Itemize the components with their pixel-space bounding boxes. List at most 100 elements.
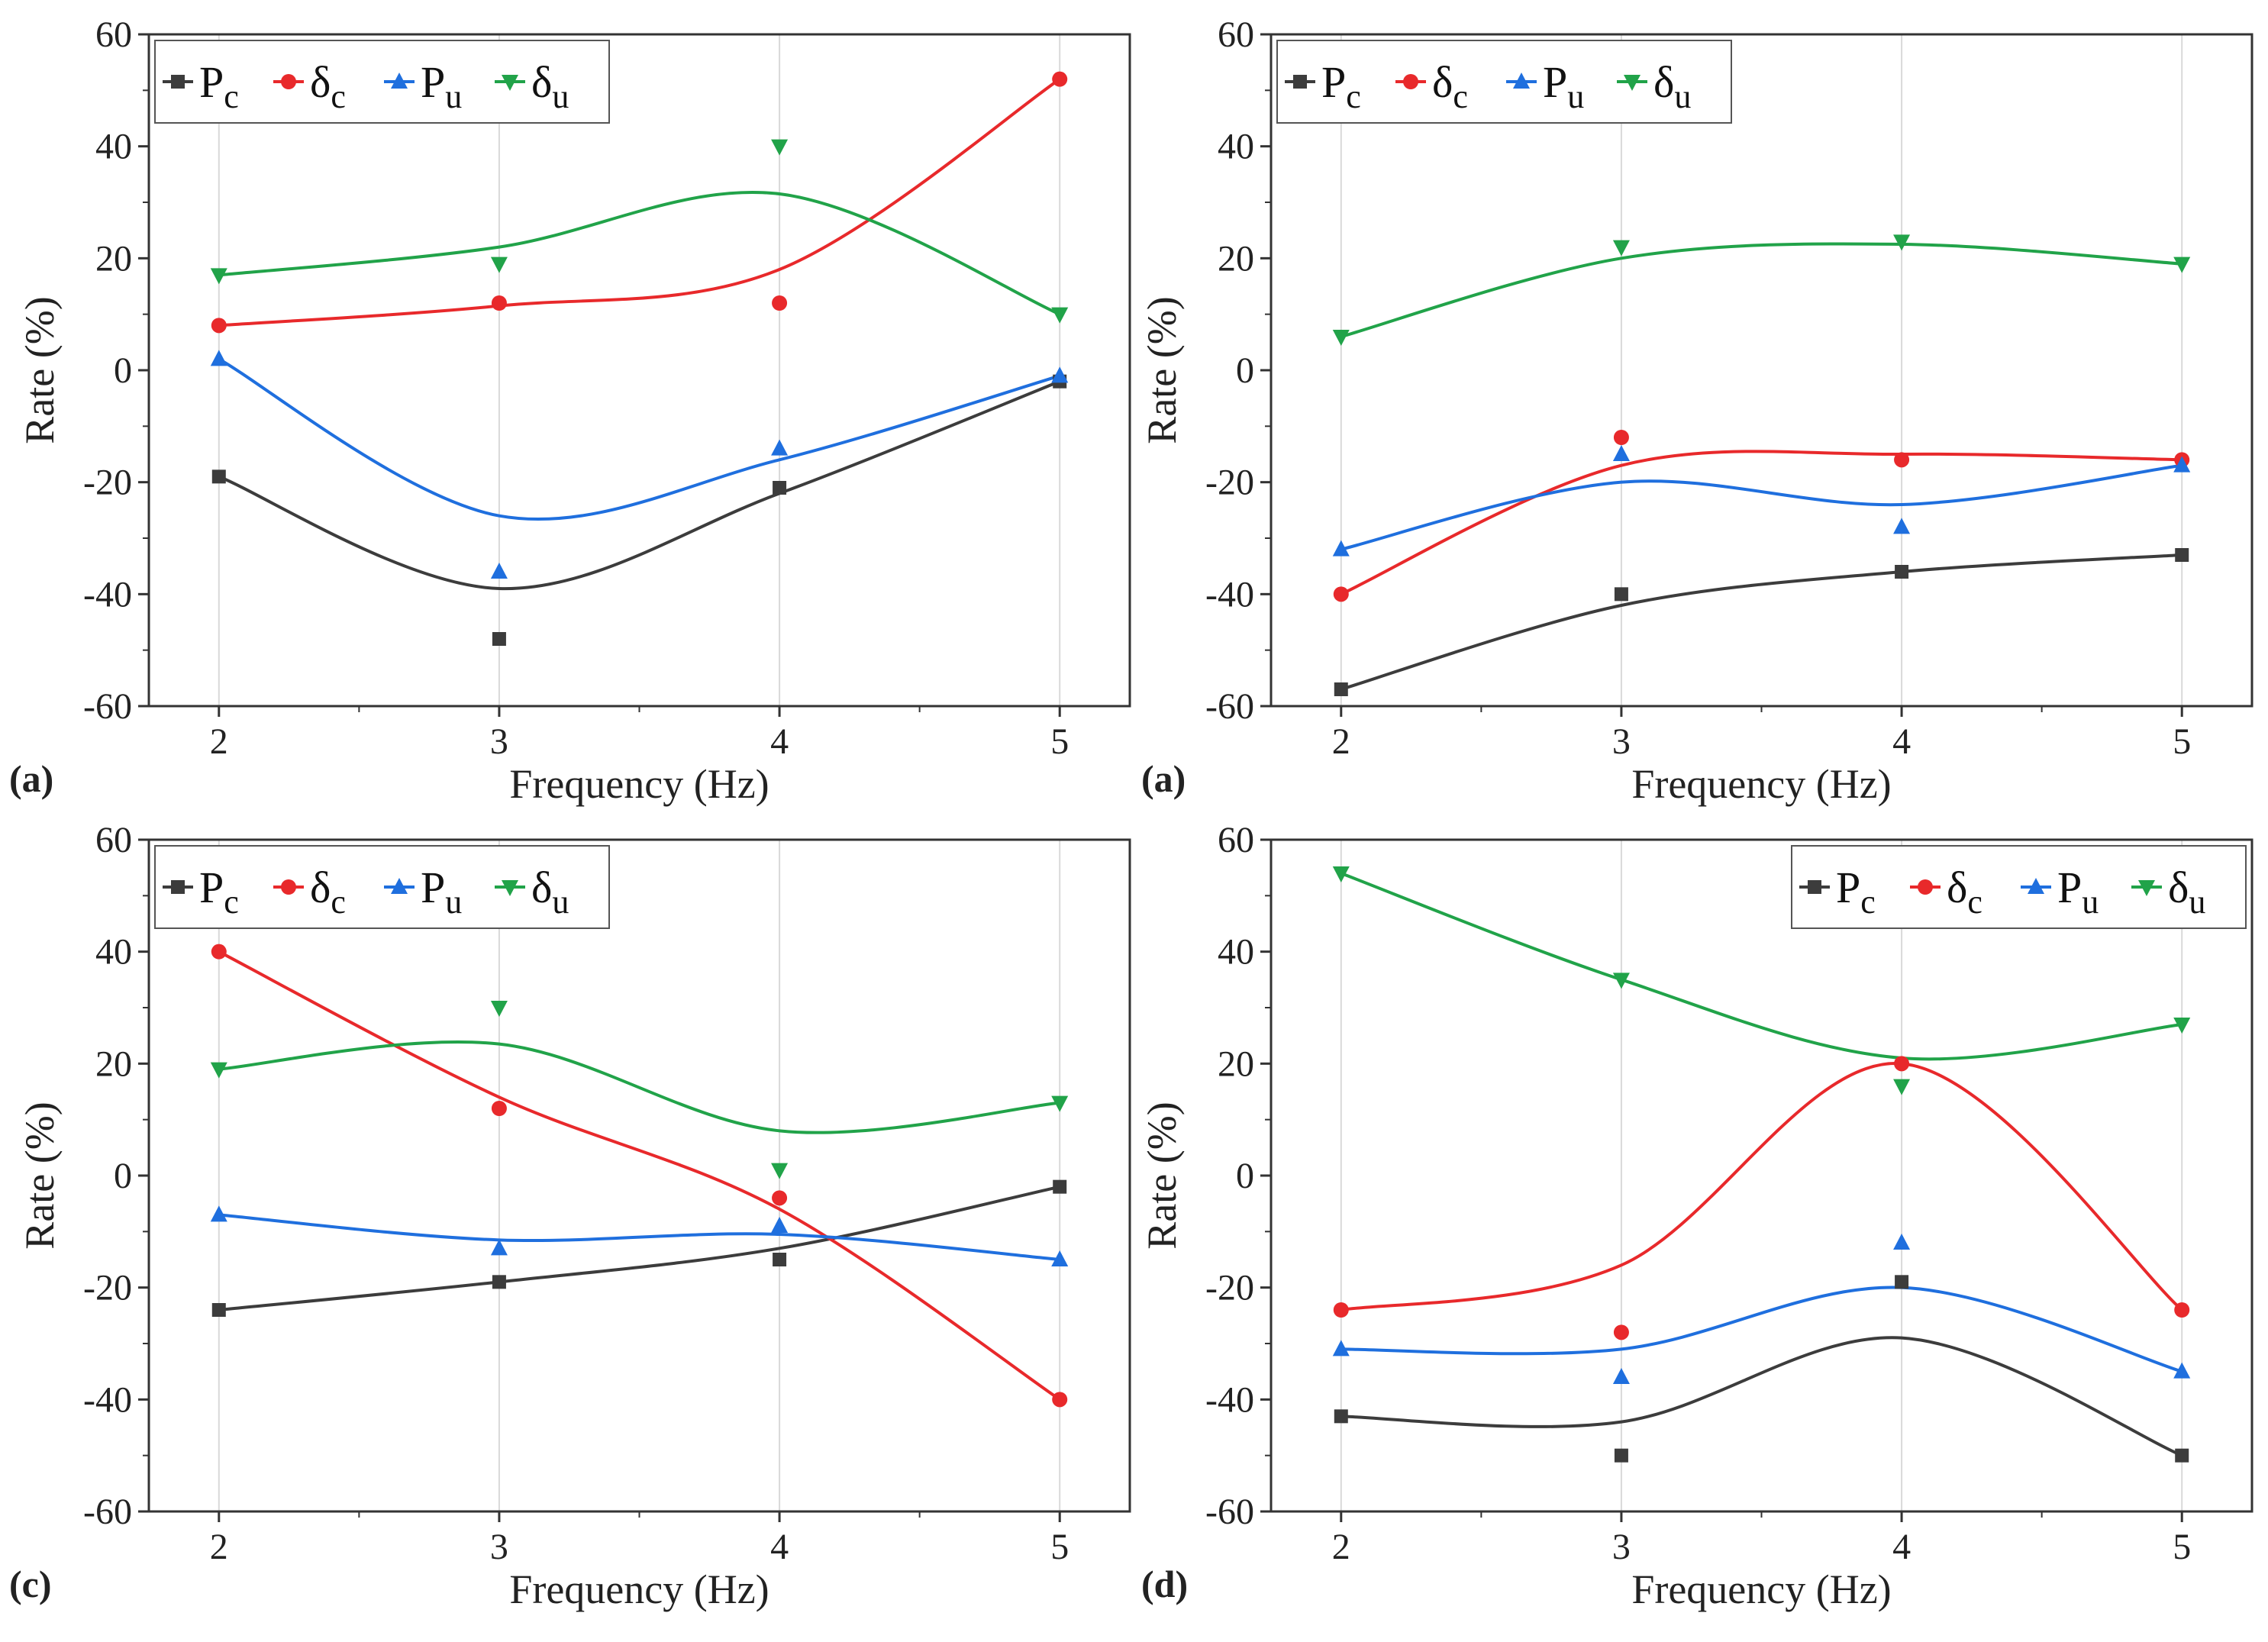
legend-label-Pc: Pc <box>199 57 239 115</box>
series-line-du <box>1340 242 2183 338</box>
series-line-du <box>218 190 1061 316</box>
data-point-du <box>210 1062 227 1079</box>
data-point-Pc <box>1614 587 1628 602</box>
y-tick-label: 20 <box>95 238 132 279</box>
series-line-Pu <box>1340 1286 2183 1373</box>
x-axis-label: Frequency (Hz) <box>509 1566 769 1612</box>
data-point-du <box>1893 234 1911 251</box>
data-point-Pu <box>210 350 227 366</box>
panel-label: (a) <box>1141 757 1186 800</box>
data-point-Pc <box>1334 682 1348 696</box>
legend-marker-du <box>502 75 518 91</box>
data-point-du <box>771 139 789 156</box>
y-tick-label: -40 <box>1205 1379 1254 1420</box>
x-axis-label: Frequency (Hz) <box>1631 1566 1891 1612</box>
plot-frame <box>1269 33 2253 708</box>
x-tick-label: 4 <box>1892 721 1911 762</box>
data-point-dc <box>1052 1392 1068 1408</box>
series-line-Pu <box>1340 463 2183 551</box>
y-tick-label: -20 <box>83 1268 132 1308</box>
y-tick-label: 40 <box>1218 932 1254 973</box>
data-point-dc <box>211 318 227 334</box>
legend-marker-dc <box>1403 74 1418 89</box>
series-line-dc <box>1340 1062 2183 1311</box>
data-point-dc <box>1613 1324 1629 1340</box>
panel-label: (a) <box>9 757 53 800</box>
data-point-dc <box>2174 1302 2190 1318</box>
data-point-Pc <box>492 632 506 646</box>
x-tick-label: 5 <box>1050 721 1069 762</box>
y-tick-label: -60 <box>1205 1492 1254 1532</box>
data-point-Pu <box>1893 518 1911 534</box>
legend-marker-Pu <box>391 878 408 894</box>
legend-box <box>154 845 610 929</box>
data-point-dc <box>772 295 788 311</box>
y-tick-label: 0 <box>1236 1156 1254 1196</box>
y-tick-label: 0 <box>1236 350 1254 391</box>
plot-frame <box>147 838 1131 1513</box>
x-tick-label: 2 <box>210 1527 228 1567</box>
y-tick-label: 0 <box>114 350 132 391</box>
data-point-Pc <box>492 1275 506 1289</box>
y-tick-label: 20 <box>1218 238 1254 279</box>
data-point-Pc <box>2175 1448 2189 1463</box>
x-tick-label: 5 <box>2173 1527 2191 1567</box>
data-point-Pu <box>771 439 789 456</box>
legend-box <box>1791 845 2247 929</box>
chart-panel-2: 2 3 4 5 60 40 20 0 -20 -40 -60 Frequency (Hz) Rate… <box>1139 15 2253 807</box>
y-tick-label: 60 <box>95 15 132 55</box>
legend-box <box>1276 40 1732 124</box>
data-point-Pc <box>1053 1179 1067 1194</box>
data-point-Pu <box>2173 1362 2191 1379</box>
y-tick-label: -20 <box>1205 463 1254 503</box>
series-line-Pu <box>218 1213 1060 1261</box>
data-point-du <box>490 1001 508 1017</box>
y-axis-label: Rate (%) <box>17 1102 63 1249</box>
data-point-Pc <box>1895 565 1909 579</box>
x-tick-label: 3 <box>490 721 508 762</box>
y-tick-label: -40 <box>83 1379 132 1420</box>
chart-panel-4: 2 3 4 5 60 40 20 0 -20 -40 -60 Frequency (Hz) Rate… <box>1139 820 2253 1612</box>
y-axis-label: Rate (%) <box>1139 296 1185 444</box>
y-tick-label: -40 <box>1205 574 1254 615</box>
data-point-Pu <box>490 1239 508 1256</box>
y-tick-label: 40 <box>1218 127 1254 167</box>
data-point-dc <box>1613 430 1629 445</box>
x-tick-label: 4 <box>770 721 789 762</box>
data-point-Pc <box>1334 1409 1348 1424</box>
legend: Pc δc Pu δu <box>154 40 610 124</box>
y-tick-label: -60 <box>83 1492 132 1532</box>
y-axis-label: Rate (%) <box>17 296 63 444</box>
data-point-Pc <box>773 481 787 495</box>
y-tick-label: 40 <box>95 932 132 973</box>
data-point-du <box>771 1163 789 1179</box>
data-point-du <box>1612 240 1630 256</box>
data-point-Pu <box>1893 1234 1911 1250</box>
data-point-du <box>1332 330 1350 346</box>
x-tick-label: 4 <box>1892 1527 1911 1567</box>
legend-marker-du <box>502 880 518 896</box>
legend-box <box>154 40 610 124</box>
data-point-du <box>2173 256 2191 273</box>
series-line-Pc <box>218 1185 1060 1311</box>
series-line-dc <box>218 950 1061 1401</box>
y-tick-label: 0 <box>114 1156 132 1196</box>
data-point-Pc <box>1614 1448 1628 1463</box>
y-tick-label: 20 <box>1218 1044 1254 1084</box>
legend-marker-Pu <box>391 73 408 89</box>
x-tick-label: 3 <box>490 1527 508 1567</box>
legend: Pc δc Pu δu <box>1791 845 2247 929</box>
data-point-du <box>490 256 508 273</box>
y-tick-label: 60 <box>95 820 132 860</box>
data-point-Pu <box>1612 1368 1630 1384</box>
data-point-dc <box>1894 1056 1910 1072</box>
legend-marker-du <box>2138 880 2155 896</box>
data-point-Pu <box>1051 366 1069 383</box>
data-point-Pc <box>211 469 226 484</box>
legend-marker-Pc <box>1808 880 1821 894</box>
data-point-dc <box>772 1190 788 1206</box>
y-tick-label: -40 <box>83 574 132 615</box>
legend-marker-dc <box>281 879 296 895</box>
y-tick-label: 40 <box>95 127 132 167</box>
